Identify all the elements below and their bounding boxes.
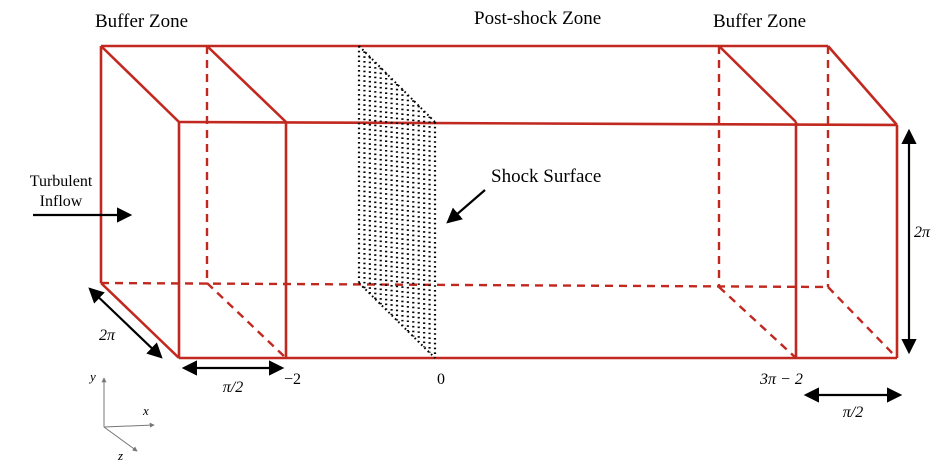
label-buffer-zone-right: Buffer Zone	[713, 11, 806, 32]
right-bottom-diagonal	[827, 286, 898, 359]
tick-label-buffer-start: −2	[284, 371, 301, 388]
hidden-edges	[100, 46, 898, 359]
label-inflow-line1: Turbulent	[30, 173, 93, 190]
label-buffer-zone-left: Buffer Zone	[95, 11, 188, 32]
right-buffer-top-diagonal	[718, 45, 797, 123]
label-height: 2π	[914, 224, 931, 241]
arrows	[33, 128, 917, 403]
z-axis-line	[103, 426, 138, 452]
visible-edges	[99, 44, 899, 360]
axes-glyph: y x z	[88, 369, 155, 463]
label-shock-surface: Shock Surface	[491, 166, 601, 187]
axis-label-x: x	[142, 403, 149, 418]
labels: Buffer Zone Post-shock Zone Buffer Zone …	[30, 8, 931, 421]
shock-pointer-arrow	[446, 189, 486, 224]
right-top-diagonal	[827, 45, 898, 126]
front-top-edge	[178, 120, 898, 127]
left-buffer-bottom-diagonal	[206, 282, 287, 359]
label-post-shock-zone: Post-shock Zone	[474, 8, 601, 29]
back-bottom-edge	[100, 281, 829, 289]
x-axis-line	[103, 422, 155, 428]
depth-dimension-arrow	[88, 287, 163, 359]
right-buffer-bottom-diagonal-inner	[718, 286, 797, 359]
label-depth: 2π	[99, 327, 116, 344]
tick-label-buffer-end: 3π − 2	[759, 371, 803, 388]
left-top-diagonal	[100, 45, 180, 123]
label-left-buffer-width: π/2	[223, 379, 243, 396]
left-buffer-top-diagonal	[206, 45, 287, 123]
shock-edge-dotted	[358, 282, 436, 359]
left-bottom-diagonal	[100, 282, 180, 359]
label-inflow-line2: Inflow	[40, 193, 83, 210]
label-right-buffer-width: π/2	[843, 404, 863, 421]
tick-label-shock: 0	[437, 371, 445, 388]
axis-label-y: y	[88, 369, 96, 384]
axis-label-z: z	[117, 448, 123, 463]
shock-surface	[357, 45, 437, 359]
